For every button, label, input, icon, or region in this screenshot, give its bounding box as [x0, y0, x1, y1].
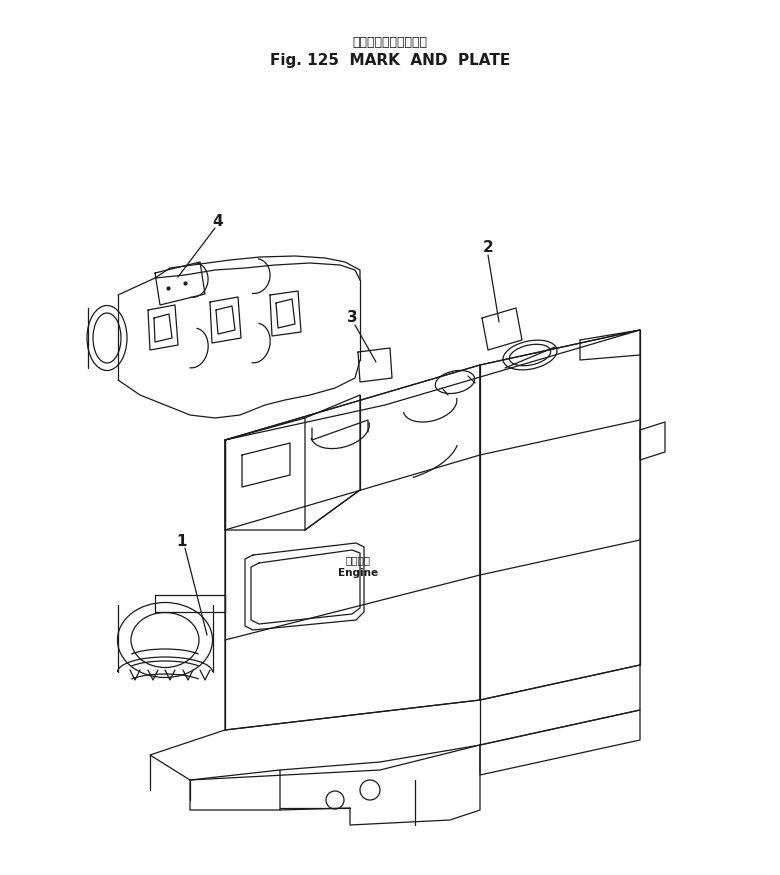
Text: 4: 4: [213, 214, 223, 229]
Text: エンジン: エンジン: [346, 555, 370, 565]
Text: マークおよびプレート: マークおよびプレート: [353, 37, 427, 50]
Text: 2: 2: [483, 241, 494, 256]
Text: Engine: Engine: [338, 568, 378, 578]
Text: Fig. 125  MARK  AND  PLATE: Fig. 125 MARK AND PLATE: [270, 52, 510, 67]
Text: 1: 1: [177, 535, 187, 550]
Text: 3: 3: [346, 311, 357, 326]
